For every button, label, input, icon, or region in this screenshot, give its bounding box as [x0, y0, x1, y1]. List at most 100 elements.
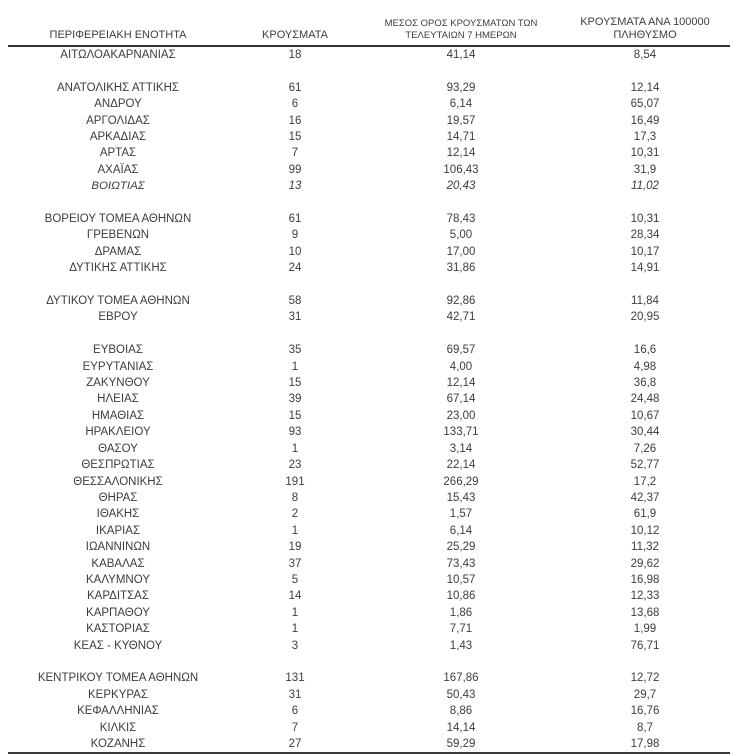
- spacer-cell: [8, 654, 730, 670]
- region-cell: ΑΝΔΡΟΥ: [94, 98, 142, 111]
- per100k-cell: 8,54: [633, 49, 657, 61]
- cases-cell: 13: [288, 180, 302, 193]
- table-row: ΖΑΚΥΝΘΟΥ 15 12,14 36,8: [8, 375, 730, 391]
- table-row: ΒΟΡΕΙΟΥ ΤΟΜΕΑ ΑΘΗΝΩΝ 61 78,43 10,31: [8, 211, 730, 227]
- per100k-cell: 11,32: [631, 541, 659, 554]
- region-cell: ΕΥΡΥΤΑΝΙΑΣ: [82, 360, 154, 373]
- table-row: ΘΕΣΠΡΩΤΙΑΣ 23 22,14 52,77: [8, 457, 730, 473]
- table-row: ΙΩΑΝΝΙΝΩΝ 19 25,29 11,32: [8, 539, 730, 555]
- regional-cases-table: ΠΕΡΙΦΕΡΕΙΑΚΗ ΕΝΟΤΗΤΑ ΚΡΟΥΣΜΑΤΑ ΜΕΣΟΣ ΟΡΟΣ …: [8, 0, 730, 754]
- avg7-cell: 20,43: [446, 180, 476, 193]
- avg7-cell: 6,14: [449, 524, 473, 537]
- avg7-cell: 12,14: [446, 147, 476, 160]
- avg7-cell: 59,29: [446, 737, 476, 750]
- per100k-cell: 10,31: [630, 147, 660, 160]
- avg7-cell: 1,86: [449, 606, 473, 619]
- table-row: ΚΕΡΚΥΡΑΣ 31 50,43 29,7: [8, 687, 730, 703]
- per100k-cell: 12,72: [630, 672, 660, 685]
- avg7-cell: 106,43: [443, 163, 479, 176]
- cases-cell: 37: [288, 557, 302, 570]
- table-row: ΚΑΛΥΜΝΟΥ 5 10,57 16,98: [8, 572, 730, 588]
- region-cell: ΔΥΤΙΚΗΣ ΑΤΤΙΚΗΣ: [69, 262, 167, 275]
- region-cell: ΚΑΡΠΑΘΟΥ: [86, 606, 150, 619]
- cases-cell: 93: [288, 426, 302, 439]
- header-row: ΠΕΡΙΦΕΡΕΙΑΚΗ ΕΝΟΤΗΤΑ ΚΡΟΥΣΜΑΤΑ ΜΕΣΟΣ ΟΡΟΣ …: [8, 0, 730, 47]
- table-row: ΗΜΑΘΙΑΣ 15 23,00 10,67: [8, 408, 730, 424]
- cases-cell: 31: [288, 311, 302, 324]
- avg7-cell: 69,57: [446, 344, 476, 357]
- cases-cell: 1: [291, 606, 299, 619]
- cases-cell: 6: [291, 705, 299, 718]
- spacer-cell: [8, 195, 730, 211]
- cases-cell: 23: [288, 459, 302, 472]
- cases-cell: 15: [288, 377, 302, 390]
- per100k-cell: 65,07: [630, 98, 660, 111]
- per100k-cell: 30,44: [630, 426, 660, 439]
- per100k-cell: 29,62: [630, 557, 660, 570]
- per100k-cell: 28,34: [630, 229, 660, 242]
- cases-cell: 7: [291, 721, 299, 734]
- per100k-cell: 16,49: [630, 114, 660, 127]
- region-cell: ΚΑΛΥΜΝΟΥ: [86, 573, 150, 586]
- region-cell: ΚΑΣΤΟΡΙΑΣ: [86, 623, 150, 636]
- region-cell: ΚΑΡΔΙΤΣΑΣ: [87, 590, 149, 603]
- cases-cell: 9: [291, 229, 299, 242]
- table-body: ΑΙΤΩΛΟΑΚΑΡΝΑΝΙΑΣ 18 41,14 8,54 ΑΝΑΤΟΛΙΚΗΣ ΑΤ…: [8, 46, 730, 754]
- region-cell: ΑΝΑΤΟΛΙΚΗΣ ΑΤΤΙΚΗΣ: [56, 81, 179, 94]
- cases-cell: 35: [288, 344, 302, 357]
- cases-cell: 24: [288, 262, 302, 275]
- region-cell: ΗΜΑΘΙΑΣ: [91, 409, 145, 422]
- region-cell: ΙΚΑΡΙΑΣ: [95, 524, 141, 537]
- cases-cell: 2: [291, 508, 299, 521]
- per100k-cell: 20,95: [630, 311, 660, 324]
- per100k-cell: 29,7: [633, 688, 657, 701]
- table-row: ΗΛΕΙΑΣ 39 67,14 24,48: [8, 391, 730, 407]
- region-cell: ΒΟΙΩΤΙΑΣ: [91, 180, 145, 193]
- cases-cell: 5: [291, 573, 299, 586]
- cases-cell: 31: [288, 688, 302, 701]
- cases-cell: 61: [288, 213, 302, 226]
- per100k-cell: 14,91: [630, 262, 660, 275]
- avg7-cell: 5,00: [449, 229, 473, 242]
- table-row: ΑΝΑΤΟΛΙΚΗΣ ΑΤΤΙΚΗΣ 61 93,29 12,14: [8, 80, 730, 96]
- avg7-cell: 50,43: [446, 688, 476, 701]
- region-cell: ΗΛΕΙΑΣ: [97, 393, 139, 406]
- table-row: ΚΑΡΔΙΤΣΑΣ 14 10,86 12,33: [8, 588, 730, 604]
- cases-cell: 15: [288, 409, 302, 422]
- table-header: ΠΕΡΙΦΕΡΕΙΑΚΗ ΕΝΟΤΗΤΑ ΚΡΟΥΣΜΑΤΑ ΜΕΣΟΣ ΟΡΟΣ …: [8, 0, 730, 47]
- cases-cell: 131: [285, 672, 305, 685]
- per100k-cell: 17,3: [633, 131, 657, 144]
- avg7-cell: 14,71: [446, 131, 476, 144]
- avg7-cell: 25,29: [446, 541, 476, 554]
- per100k-cell: 16,6: [633, 344, 657, 357]
- per100k-cell: 11,84: [631, 295, 659, 308]
- table-row: ΘΑΣΟΥ 1 3,14 7,26: [8, 441, 730, 457]
- per100k-cell: 10,12: [630, 524, 660, 537]
- column-header-avg7: ΜΕΣΟΣ ΟΡΟΣ ΚΡΟΥΣΜΑΤΩΝ ΤΩΝ ΤΕΛΕΥΤΑΙΩΝ 7 Η…: [362, 0, 560, 47]
- region-cell: ΓΡΕΒΕΝΩΝ: [86, 229, 150, 242]
- spacer-cell: [8, 326, 730, 342]
- region-cell: ΚΕΝΤΡΙΚΟΥ ΤΟΜΕΑ ΑΘΗΝΩΝ: [37, 672, 199, 685]
- table-row: ΑΡΓΟΛΙΔΑΣ 16 19,57 16,49: [8, 113, 730, 129]
- region-cell: ΚΕΑΣ - ΚΥΘΝΟΥ: [73, 639, 163, 652]
- column-header-region: ΠΕΡΙΦΕΡΕΙΑΚΗ ΕΝΟΤΗΤΑ: [8, 0, 228, 47]
- cases-cell: 58: [288, 295, 302, 308]
- cases-cell: 6: [291, 98, 299, 111]
- region-cell: ΚΙΛΚΙΣ: [99, 721, 137, 734]
- region-cell: ΔΡΑΜΑΣ: [94, 245, 142, 258]
- cases-cell: 27: [288, 737, 302, 750]
- avg7-cell: 10,86: [446, 590, 476, 603]
- region-cell: ΙΩΑΝΝΙΝΩΝ: [85, 541, 151, 554]
- column-header-per100k: ΚΡΟΥΣΜΑΤΑ ΑΝΑ 100000 ΠΛΗΘΥΣΜΟ: [560, 0, 730, 47]
- group-spacer-row: [8, 277, 730, 293]
- per100k-cell: 17,98: [630, 737, 660, 750]
- spacer-cell: [8, 63, 730, 79]
- avg7-cell: 8,86: [449, 705, 473, 718]
- table-row: ΙΘΑΚΗΣ 2 1,57 61,9: [8, 506, 730, 522]
- table-row: ΕΒΡΟΥ 31 42,71 20,95: [8, 309, 730, 325]
- avg7-cell: 3,14: [449, 442, 473, 455]
- table-row: ΑΝΔΡΟΥ 6 6,14 65,07: [8, 96, 730, 112]
- avg7-cell: 67,14: [446, 393, 476, 406]
- group-spacer-row: [8, 326, 730, 342]
